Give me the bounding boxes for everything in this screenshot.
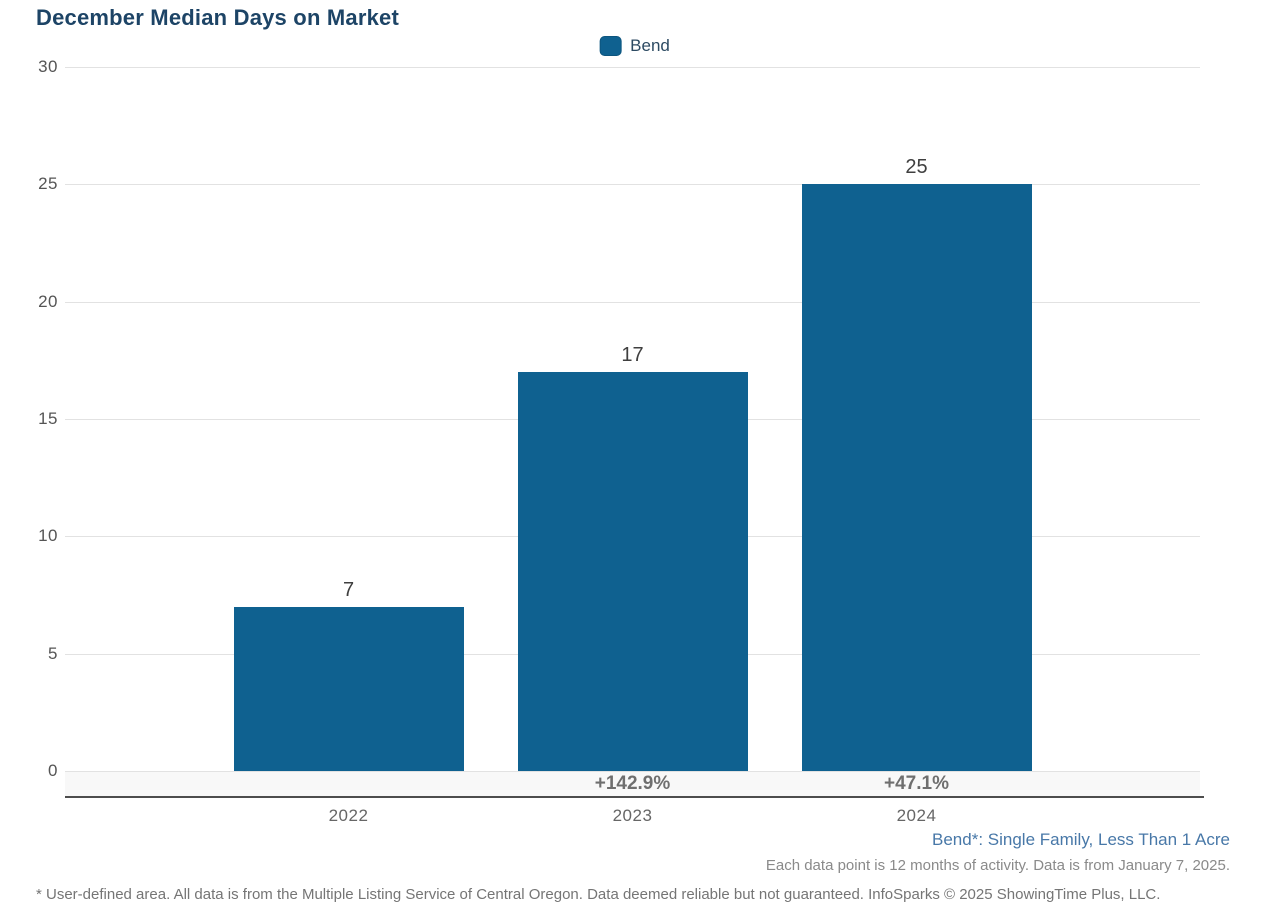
x-axis-labels: 2022 2023 2024 <box>65 805 1200 827</box>
bar-column-2023: 17 <box>517 344 748 771</box>
bar-value-label-2023: 17 <box>621 344 644 367</box>
bar-column-2022: 7 <box>233 579 464 771</box>
bar-column-2024: 25 <box>801 156 1032 771</box>
pct-change-label-2022 <box>234 772 464 796</box>
disclaimer-text: * User-defined area. All data is from th… <box>36 886 1161 903</box>
x-axis-tick-label-2023: 2023 <box>612 806 653 825</box>
bar-value-label-2024: 25 <box>905 156 928 179</box>
legend-label: Bend <box>630 36 670 55</box>
y-axis-tick-label-10: 10 <box>38 526 58 546</box>
gridline-30 <box>65 67 1200 68</box>
legend-item-bend[interactable]: Bend <box>599 36 670 56</box>
legend-swatch-icon <box>599 36 622 56</box>
data-period-note: Each data point is 12 months of activity… <box>765 857 1230 874</box>
y-axis-tick-label-5: 5 <box>48 643 58 663</box>
x-axis-line <box>65 796 1204 798</box>
bar-2024[interactable] <box>801 184 1032 771</box>
y-axis-tick-label-20: 20 <box>38 291 58 311</box>
gridline-0 <box>65 771 1200 772</box>
series-definition-note: Bend*: Single Family, Less Than 1 Acre <box>932 830 1230 849</box>
chart-title: December Median Days on Market <box>36 5 400 30</box>
bar-value-label-2022: 7 <box>342 578 355 601</box>
bar-2023[interactable] <box>517 372 748 771</box>
plot-area: 7 17 25 <box>65 67 1200 772</box>
y-axis-tick-label-15: 15 <box>38 409 58 428</box>
y-axis-tick-label-25: 25 <box>38 174 58 194</box>
pct-change-row: +142.9% +47.1% <box>65 772 1200 796</box>
x-axis-tick-label-2024: 2024 <box>896 806 937 825</box>
gridline-25 <box>65 184 1200 186</box>
pct-change-label-2023: +142.9% <box>594 773 671 794</box>
gridline-20 <box>65 301 1200 303</box>
pct-change-label-2024: +47.1% <box>884 773 949 794</box>
x-axis-tick-label-2022: 2022 <box>328 806 369 825</box>
bar-2022[interactable] <box>233 606 464 771</box>
y-axis-tick-label-30: 30 <box>38 57 58 76</box>
y-axis-tick-label-0: 0 <box>48 761 58 780</box>
bar-group: 7 17 25 <box>65 67 1200 771</box>
y-axis: 0 5 10 15 20 25 30 <box>0 57 58 780</box>
